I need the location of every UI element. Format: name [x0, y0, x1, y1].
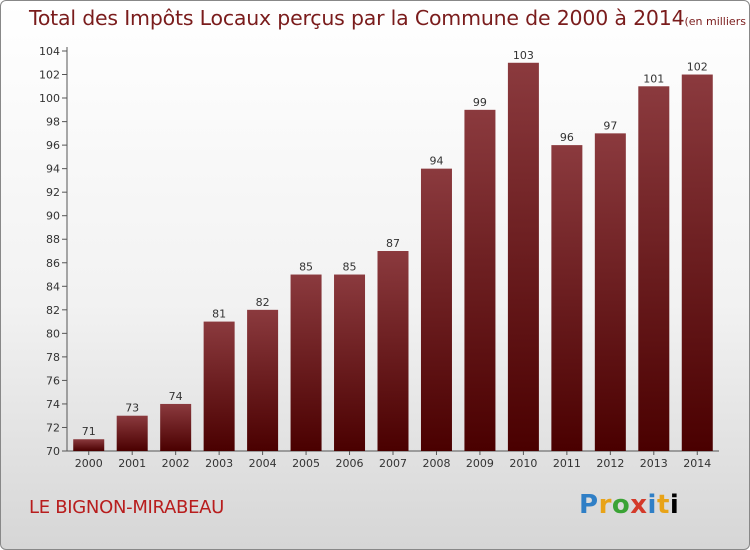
x-tick-label: 2009	[466, 457, 494, 470]
chart-unit: (en milliers d'€)	[684, 15, 749, 28]
x-tick-label: 2003	[205, 457, 233, 470]
y-tick-label: 72	[46, 421, 60, 434]
bar-value-label: 103	[513, 49, 534, 62]
bar-2008	[420, 168, 452, 451]
y-tick-label: 94	[46, 163, 60, 176]
y-tick-label: 104	[39, 45, 60, 58]
bar-value-label: 101	[643, 72, 664, 85]
y-tick-label: 90	[46, 210, 60, 223]
bar-2000	[73, 439, 105, 451]
chart-title: Total des Impôts Locaux perçus par la Co…	[29, 6, 749, 30]
y-tick-label: 84	[46, 280, 60, 293]
bar-value-label: 71	[82, 425, 96, 438]
bar-2014	[681, 74, 713, 451]
bar-2007	[377, 251, 409, 451]
commune-name: LE BIGNON-MIRABEAU	[29, 497, 225, 518]
y-tick-label: 86	[46, 257, 60, 270]
bar-2001	[116, 415, 148, 451]
bar-2005	[290, 274, 322, 451]
bar-value-label: 82	[256, 296, 270, 309]
bar-2003	[203, 321, 235, 451]
x-tick-label: 2002	[162, 457, 190, 470]
x-tick-label: 2005	[292, 457, 320, 470]
x-tick-label: 2004	[249, 457, 277, 470]
y-tick-label: 100	[39, 92, 60, 105]
bar-value-label: 74	[169, 390, 183, 403]
x-tick-label: 2007	[379, 457, 407, 470]
y-tick-label: 92	[46, 186, 60, 199]
y-tick-label: 80	[46, 327, 60, 340]
bar-value-label: 85	[299, 261, 313, 274]
y-tick-label: 70	[46, 445, 60, 458]
y-tick-label: 74	[46, 398, 60, 411]
bar-2006	[334, 274, 366, 451]
bar-2013	[638, 86, 670, 451]
bar-value-label: 102	[687, 61, 708, 74]
bar-value-label: 85	[343, 261, 357, 274]
bar-2012	[594, 133, 626, 451]
bar-2010	[507, 62, 539, 451]
y-tick-label: 96	[46, 139, 60, 152]
x-tick-label: 2006	[336, 457, 364, 470]
x-tick-label: 2013	[640, 457, 668, 470]
y-tick-label: 88	[46, 233, 60, 246]
proxiti-logo: Proxiti	[579, 490, 680, 520]
x-tick-label: 2011	[553, 457, 581, 470]
bar-2002	[160, 403, 192, 451]
x-tick-label: 2012	[596, 457, 624, 470]
bar-value-label: 94	[429, 155, 443, 168]
bar-value-label: 99	[473, 96, 487, 109]
y-tick-label: 76	[46, 374, 60, 387]
bar-value-label: 73	[125, 402, 139, 415]
x-tick-label: 2010	[509, 457, 537, 470]
y-tick-label: 102	[39, 69, 60, 82]
bar-value-label: 96	[560, 131, 574, 144]
bar-2009	[464, 109, 496, 451]
bar-2004	[247, 309, 279, 451]
bar-2011	[551, 145, 583, 451]
bar-value-label: 97	[603, 119, 617, 132]
y-tick-label: 98	[46, 116, 60, 129]
bar-value-label: 87	[386, 237, 400, 250]
y-tick-label: 78	[46, 351, 60, 364]
bar-value-label: 81	[212, 308, 226, 321]
x-tick-label: 2014	[683, 457, 711, 470]
x-tick-label: 2008	[422, 457, 450, 470]
x-tick-label: 2000	[75, 457, 103, 470]
y-tick-label: 82	[46, 304, 60, 317]
x-tick-label: 2001	[118, 457, 146, 470]
